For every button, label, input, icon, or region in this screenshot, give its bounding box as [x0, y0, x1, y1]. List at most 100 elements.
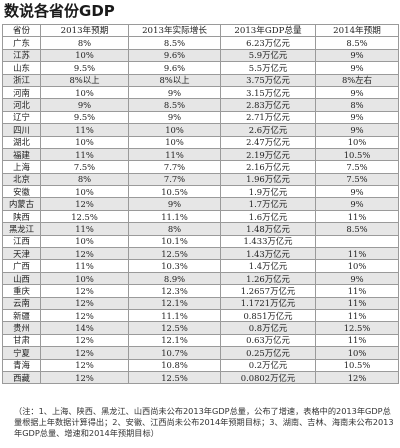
cell-2013-target: 12.5% [40, 209, 129, 224]
table-row: 内蒙古 12% 9% 1.7万亿元 9% [2, 197, 399, 211]
table-row: 宁夏 12% 10.7% 0.25万亿元 10% [2, 346, 399, 360]
table-row: 重庆 12% 12.3% 1.2657万亿元 11% [2, 284, 399, 298]
cell-2013-actual-growth: 9% [128, 110, 221, 125]
cell-province: 山东 [2, 61, 41, 75]
cell-province: 浙江 [2, 73, 41, 87]
cell-2013-gdp-total: 2.6万亿元 [220, 123, 316, 137]
cell-province: 甘肃 [2, 333, 41, 348]
cell-2013-gdp-total: 5.5万亿元 [220, 61, 316, 75]
cell-province: 湖北 [2, 135, 41, 149]
table-row: 陕西 12.5% 11.1% 1.6万亿元 11% [2, 209, 399, 224]
cell-2013-actual-growth: 12.5% [128, 370, 221, 385]
cell-province: 上海 [2, 160, 41, 174]
table-header-row: 省份 2013年预期 2013年实际增长 2013年GDP总量 2014年预期 [2, 23, 399, 38]
table-row: 云南 12% 12.1% 1.1721万亿元 11% [2, 296, 399, 311]
cell-2013-actual-growth: 9% [128, 197, 221, 211]
cell-2014-target: 11% [315, 333, 399, 348]
table-row: 青海 12% 10.8% 0.2万亿元 10.5% [2, 358, 399, 372]
cell-2013-target: 11% [40, 259, 129, 273]
cell-2014-target: 8.5% [315, 36, 399, 50]
cell-2014-target: 8%左右 [315, 73, 399, 87]
cell-2013-gdp-total: 1.6万亿元 [220, 209, 316, 224]
cell-2013-gdp-total: 0.0802万亿元 [220, 370, 316, 385]
cell-2013-target: 8%以上 [40, 73, 129, 87]
header-2013-gdp-total: 2013年GDP总量 [220, 23, 316, 38]
cell-2013-actual-growth: 8% [128, 222, 221, 236]
cell-2013-actual-growth: 7.7% [128, 172, 221, 187]
cell-2013-target: 10% [40, 85, 129, 100]
cell-2013-gdp-total: 1.433万亿元 [220, 234, 316, 249]
cell-2013-target: 9.5% [40, 61, 129, 75]
cell-2013-target: 10% [40, 135, 129, 149]
cell-province: 天津 [2, 247, 41, 261]
cell-2013-gdp-total: 0.2万亿元 [220, 358, 316, 372]
cell-2013-target: 12% [40, 346, 129, 360]
cell-2013-actual-growth: 12.5% [128, 321, 221, 335]
cell-2013-target: 12% [40, 247, 129, 261]
cell-province: 宁夏 [2, 346, 41, 360]
table-row: 江苏 10% 9.6% 5.9万亿元 9% [2, 48, 399, 63]
cell-2013-gdp-total: 6.23万亿元 [220, 36, 316, 50]
cell-2014-target: 9% [315, 271, 399, 286]
cell-2014-target: 9% [315, 110, 399, 125]
cell-2014-target [315, 234, 399, 249]
table-row: 贵州 14% 12.5% 0.8万亿元 12.5% [2, 321, 399, 335]
table-row: 山西 10% 8.9% 1.26万亿元 9% [2, 271, 399, 286]
table-row: 北京 8% 7.7% 1.96万亿元 7.5% [2, 172, 399, 187]
cell-2014-target: 10% [315, 346, 399, 360]
gdp-table: 省份 2013年预期 2013年实际增长 2013年GDP总量 2014年预期 … [2, 23, 399, 385]
cell-province: 内蒙古 [2, 197, 41, 211]
cell-2013-gdp-total: 1.9万亿元 [220, 185, 316, 199]
cell-2013-gdp-total: 3.15万亿元 [220, 85, 316, 100]
cell-province: 青海 [2, 358, 41, 372]
cell-2013-actual-growth: 9.6% [128, 48, 221, 63]
cell-2013-gdp-total: 0.25万亿元 [220, 346, 316, 360]
cell-province: 黑龙江 [2, 222, 41, 236]
cell-province: 重庆 [2, 284, 41, 298]
table-row: 西藏 12% 12.5% 0.0802万亿元 12% [2, 370, 399, 385]
cell-2014-target: 11% [315, 284, 399, 298]
cell-2014-target: 12.5% [315, 321, 399, 335]
cell-2014-target: 9% [315, 197, 399, 211]
cell-2013-gdp-total: 2.71万亿元 [220, 110, 316, 125]
cell-2013-actual-growth: 10.1% [128, 234, 221, 249]
cell-province: 广西 [2, 259, 41, 273]
table-row: 湖北 10% 10% 2.47万亿元 10% [2, 135, 399, 149]
cell-2013-target: 9% [40, 98, 129, 112]
cell-2013-gdp-total: 1.96万亿元 [220, 172, 316, 187]
cell-province: 陕西 [2, 209, 41, 224]
cell-2013-actual-growth: 9.6% [128, 61, 221, 75]
cell-2014-target: 12% [315, 370, 399, 385]
cell-2013-target: 10% [40, 185, 129, 199]
cell-2013-gdp-total: 0.63万亿元 [220, 333, 316, 348]
table-row: 江西 10% 10.1% 1.433万亿元 [2, 234, 399, 249]
table-row: 河北 9% 8.5% 2.83万亿元 8% [2, 98, 399, 112]
cell-2013-actual-growth: 8.5% [128, 36, 221, 50]
cell-2014-target: 9% [315, 61, 399, 75]
table-row: 河南 10% 9% 3.15万亿元 9% [2, 85, 399, 100]
cell-2013-actual-growth: 10% [128, 123, 221, 137]
cell-2013-gdp-total: 1.4万亿元 [220, 259, 316, 273]
cell-2013-target: 9.5% [40, 110, 129, 125]
table-row: 安徽 10% 10.5% 1.9万亿元 9% [2, 185, 399, 199]
cell-province: 安徽 [2, 185, 41, 199]
cell-province: 广东 [2, 36, 41, 50]
cell-2014-target: 9% [315, 48, 399, 63]
cell-province: 新疆 [2, 308, 41, 323]
cell-province: 云南 [2, 296, 41, 311]
cell-province: 四川 [2, 123, 41, 137]
cell-2014-target: 11% [315, 296, 399, 311]
cell-2014-target: 8.5% [315, 222, 399, 236]
cell-2014-target: 10% [315, 259, 399, 273]
cell-2013-actual-growth: 8.9% [128, 271, 221, 286]
cell-2013-gdp-total: 1.7万亿元 [220, 197, 316, 211]
cell-2013-gdp-total: 2.83万亿元 [220, 98, 316, 112]
table-row: 山东 9.5% 9.6% 5.5万亿元 9% [2, 61, 399, 75]
header-province: 省份 [2, 23, 41, 38]
cell-2013-gdp-total: 1.48万亿元 [220, 222, 316, 236]
cell-2013-gdp-total: 1.2657万亿元 [220, 284, 316, 298]
cell-2014-target: 10% [315, 135, 399, 149]
table-row: 福建 11% 11% 2.19万亿元 10.5% [2, 147, 399, 162]
cell-2013-actual-growth: 11% [128, 147, 221, 162]
cell-2013-target: 8% [40, 172, 129, 187]
